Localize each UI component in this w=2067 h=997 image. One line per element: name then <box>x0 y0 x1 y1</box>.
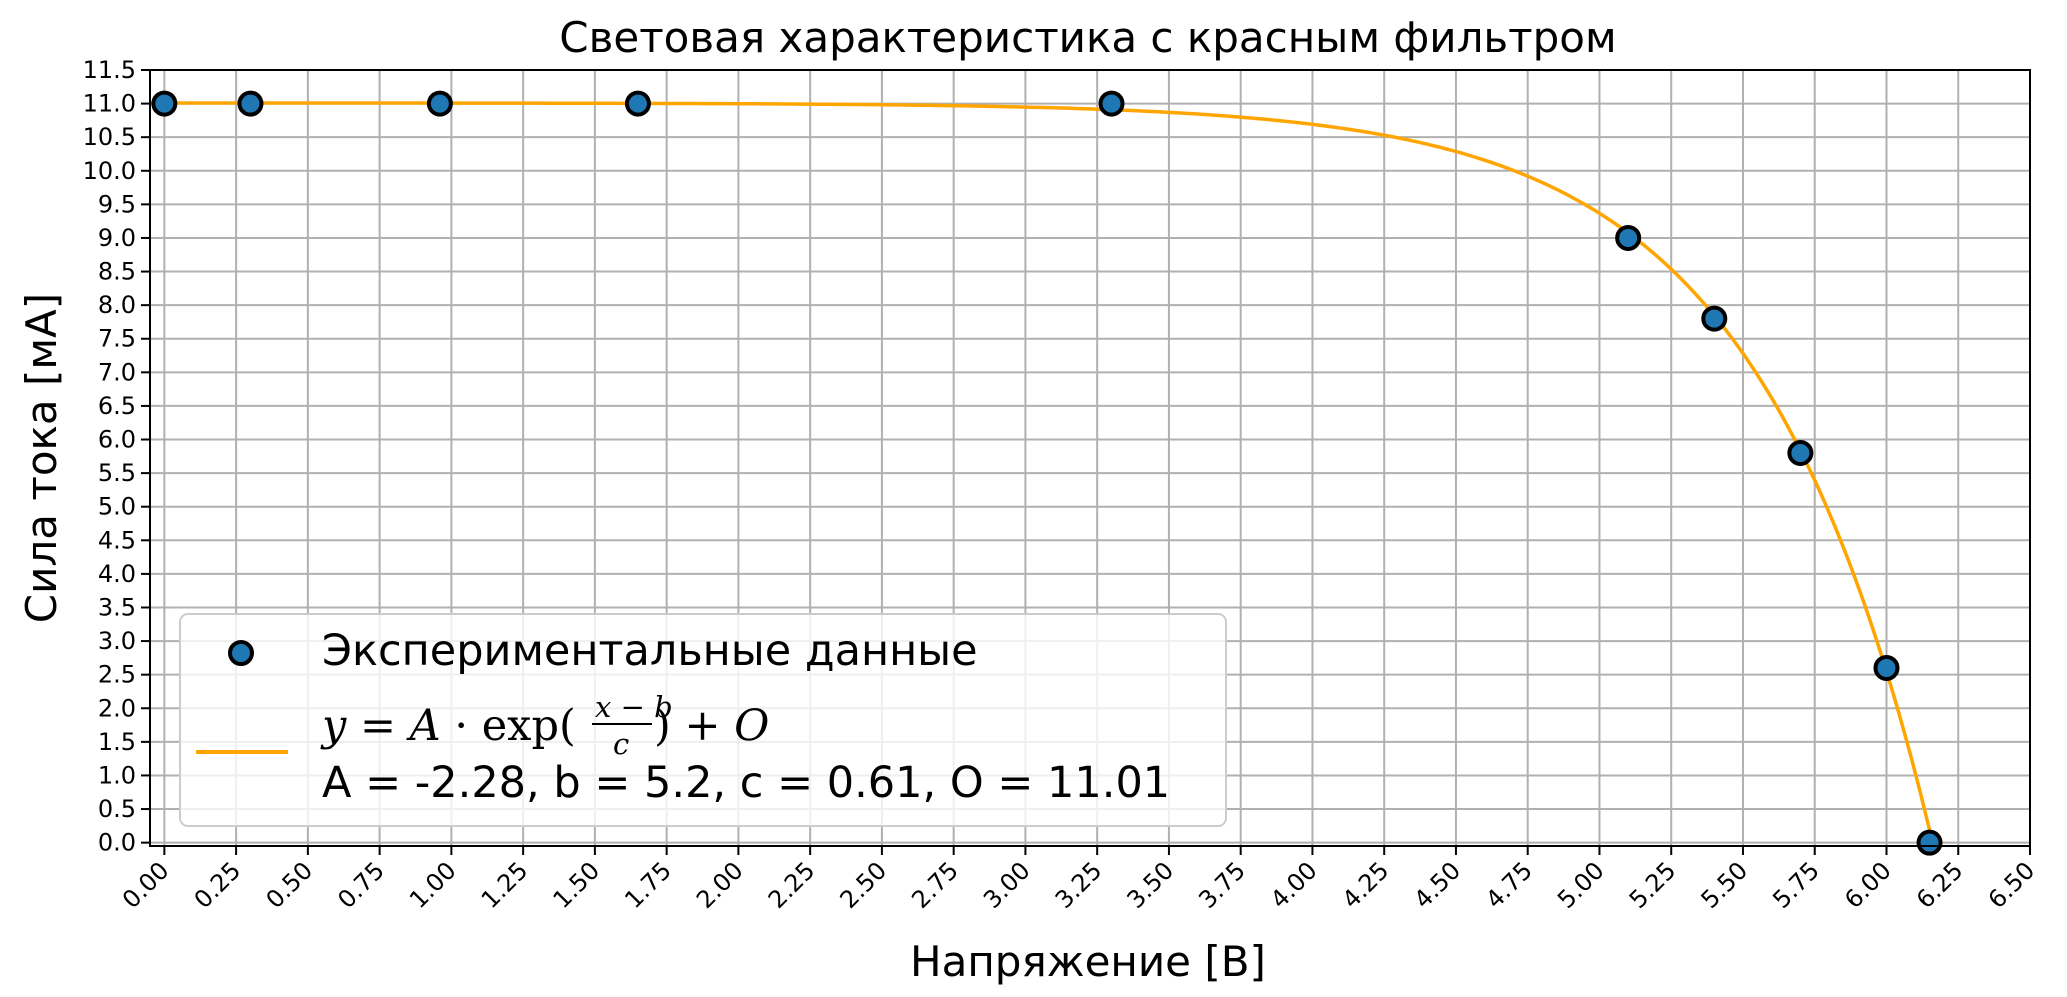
x-tick-label: 5.00 <box>1552 856 1610 914</box>
x-tick-label: 3.75 <box>1193 856 1251 914</box>
y-tick-label: 7.0 <box>98 358 136 386</box>
x-tick-label: 4.50 <box>1409 856 1467 914</box>
data-point <box>1873 654 1900 681</box>
y-tick-label: 2.5 <box>98 661 136 689</box>
x-tick-label: 4.25 <box>1337 856 1395 914</box>
x-tick-label: 4.00 <box>1265 856 1323 914</box>
data-point <box>151 90 178 117</box>
y-tick-label: 4.5 <box>98 526 136 554</box>
x-tick-label: 3.25 <box>1050 856 1108 914</box>
data-point <box>1701 305 1728 332</box>
x-tick-label: 1.75 <box>619 856 677 914</box>
x-tick-label: 6.50 <box>1983 856 2041 914</box>
y-tick-label: 10.0 <box>83 157 136 185</box>
legend-label-fit-formula: y = A · exp( <box>320 701 576 751</box>
x-tick-label: 1.00 <box>404 856 462 914</box>
data-point <box>624 90 651 117</box>
x-tick-label: 0.50 <box>261 856 319 914</box>
x-tick-label: 0.75 <box>332 856 390 914</box>
x-tick-label: 2.75 <box>906 856 964 914</box>
x-tick-label: 0.25 <box>189 856 247 914</box>
legend-label-fit-params: A = -2.28, b = 5.2, c = 0.61, O = 11.01 <box>322 758 1170 808</box>
data-point <box>237 90 264 117</box>
y-tick-label: 5.5 <box>98 459 136 487</box>
y-tick-label: 9.0 <box>98 224 136 252</box>
y-tick-label: 7.5 <box>98 325 136 353</box>
legend-box <box>179 613 1227 827</box>
y-tick-label: 11.5 <box>83 56 136 84</box>
data-point <box>1615 224 1642 251</box>
plot-frame <box>149 69 2031 847</box>
y-tick-label: 11.0 <box>83 90 136 118</box>
data-point <box>1916 829 1943 856</box>
legend-label-fit-formula-tail: ) + O <box>654 701 769 751</box>
legend: Экспериментальные данные y = A · exp( x … <box>179 613 1227 827</box>
data-point <box>1098 90 1125 117</box>
legend-marker-experimental <box>228 640 254 666</box>
y-tick-label: 9.5 <box>98 190 136 218</box>
legend-label-experimental: Экспериментальные данные <box>322 626 978 676</box>
data-point <box>1787 439 1814 466</box>
y-tick-label: 3.0 <box>98 627 136 655</box>
x-tick-label: 5.25 <box>1624 856 1682 914</box>
x-tick-label: 0.00 <box>117 856 175 914</box>
y-tick-label: 3.5 <box>98 593 136 621</box>
x-tick-label: 1.50 <box>548 856 606 914</box>
x-tick-label: 5.75 <box>1767 856 1825 914</box>
y-axis-label: Сила тока [мА] <box>17 293 66 623</box>
y-tick-label: 8.0 <box>98 291 136 319</box>
x-axis-label: Напряжение [В] <box>910 937 1266 986</box>
y-tick-label: 0.5 <box>98 795 136 823</box>
y-tick-label: 2.0 <box>98 694 136 722</box>
x-tick-label: 3.00 <box>978 856 1036 914</box>
y-tick-label: 5.0 <box>98 493 136 521</box>
x-tick-label: 2.50 <box>835 856 893 914</box>
x-tick-label: 4.75 <box>1480 856 1538 914</box>
legend-fraction-numerator: x − b <box>595 690 673 724</box>
y-tick-label: 0.0 <box>98 829 136 857</box>
y-axis-ticks: 0.0 0.5 1.0 1.5 2.0 2.5 3.0 3.5 4.0 4.5 5.0 5.5 6.0 6… <box>83 56 150 857</box>
chart-title: Световая характеристика с красным фильтр… <box>559 13 1616 62</box>
data-point <box>426 90 453 117</box>
x-tick-label: 3.50 <box>1122 856 1180 914</box>
x-axis-ticks: 0.00 0.25 0.50 0.75 1.00 1.25 1.50 1.75 2.00 2.25… <box>117 846 2040 914</box>
x-tick-label: 6.25 <box>1911 856 1969 914</box>
y-tick-label: 6.5 <box>98 392 136 420</box>
legend-fraction-denominator: c <box>613 727 629 761</box>
x-tick-label: 2.25 <box>763 856 821 914</box>
x-tick-label: 2.00 <box>691 856 749 914</box>
y-tick-label: 4.0 <box>98 560 136 588</box>
y-tick-label: 10.5 <box>83 123 136 151</box>
y-tick-label: 6.0 <box>98 426 136 454</box>
x-tick-label: 1.25 <box>476 856 534 914</box>
x-tick-label: 5.50 <box>1696 856 1754 914</box>
y-tick-label: 8.5 <box>98 258 136 286</box>
x-tick-label: 6.00 <box>1839 856 1897 914</box>
data-points-layer <box>151 90 1943 856</box>
y-tick-label: 1.0 <box>98 761 136 789</box>
y-tick-label: 1.5 <box>98 728 136 756</box>
